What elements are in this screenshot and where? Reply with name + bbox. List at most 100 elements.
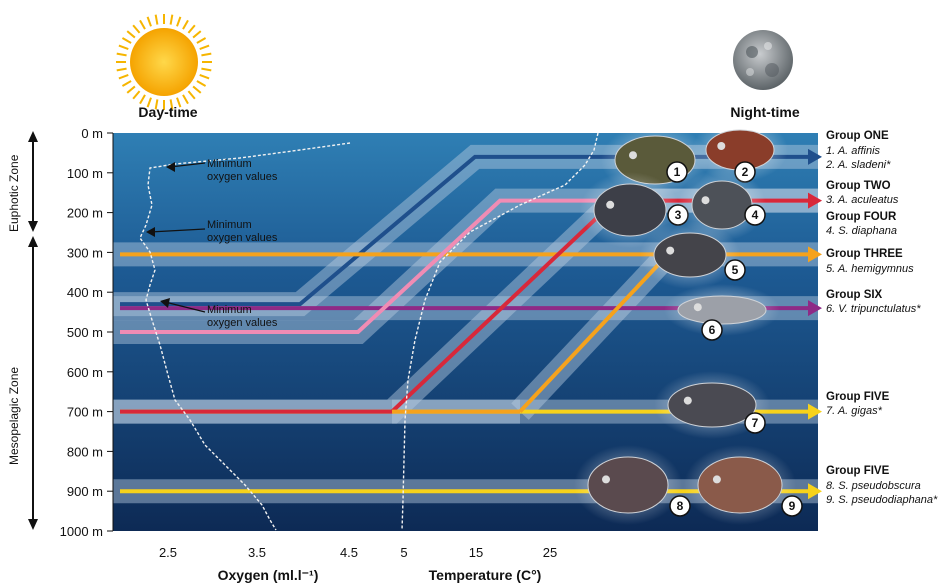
fish-number-badge <box>744 204 766 226</box>
legend-group-five-b: Group FIVE 8. S. pseudobscura 9. S. pseu… <box>826 465 938 506</box>
fish-number: 5 <box>732 263 739 277</box>
fish-number-badge <box>744 412 766 434</box>
depth-tick-label: 0 m <box>81 126 103 141</box>
svg-text:Group TWO: Group TWO <box>826 180 891 192</box>
svg-text:6. V. tripunctulatus*: 6. V. tripunctulatus* <box>826 303 921 315</box>
annotation-min-oxygen-3: Minimum oxygen values <box>160 298 278 329</box>
oxygen-profile-line <box>139 142 351 531</box>
fish-eye <box>717 142 726 150</box>
fish-images: 1 2 3 4 5 6 7 8 9 <box>574 118 803 525</box>
migration-arrowhead <box>808 403 822 420</box>
hatchetfish-image <box>593 183 667 237</box>
hatchetfish-image <box>677 295 767 325</box>
svg-text:Group FOUR: Group FOUR <box>826 211 897 223</box>
svg-text:Temperature (C°): Temperature (C°) <box>429 567 542 583</box>
fish-number-badge <box>669 495 691 517</box>
mesopelagic-zone-arrow: Mesopelagic Zone <box>7 236 38 530</box>
depth-tick-label: 600 m <box>67 365 103 380</box>
legend-group-six: Group SIX 6. V. tripunctulatus* <box>826 289 921 315</box>
depth-tick-label: 500 m <box>67 325 103 340</box>
depth-tick-label: 900 m <box>67 484 103 499</box>
svg-text:4.5: 4.5 <box>340 545 358 560</box>
svg-text:9. S. pseudodiaphana*: 9. S. pseudodiaphana* <box>826 494 938 506</box>
fish-number-badge <box>666 161 688 183</box>
annotation-min-oxygen-2: Minimum oxygen values <box>146 219 278 244</box>
fish-number: 3 <box>675 208 682 222</box>
svg-text:3. A. aculeatus: 3. A. aculeatus <box>826 194 899 206</box>
fish-eye <box>701 196 710 205</box>
depth-tick-label: 800 m <box>67 444 103 459</box>
hatchetfish-image <box>667 382 757 428</box>
group-legend: Group ONE 1. A. affinis 2. A. sladeni* G… <box>825 130 938 506</box>
hatchetfish-image <box>653 232 727 278</box>
svg-text:Minimum: Minimum <box>207 304 252 316</box>
depth-tick-label: 200 m <box>67 206 103 221</box>
fish-eye <box>629 151 637 160</box>
depth-axis: 0 m 100 m 200 m 300 m 400 m 500 m 600 m 700 m 80… <box>60 126 114 539</box>
svg-text:Minimum: Minimum <box>207 158 252 170</box>
svg-text:5: 5 <box>400 545 407 560</box>
depth-tick-label: 700 m <box>67 405 103 420</box>
fish-number-badge <box>724 259 746 281</box>
night-label: Night-time <box>730 104 799 120</box>
sun-icon <box>116 14 212 110</box>
oxygen-axis: 2.5 3.5 4.5 Oxygen (ml.l⁻¹) <box>159 545 358 583</box>
fish-eye <box>712 475 721 484</box>
svg-text:Euphotic Zone: Euphotic Zone <box>7 154 21 232</box>
migration-arrowhead <box>808 148 822 165</box>
svg-text:Group FIVE: Group FIVE <box>826 391 890 403</box>
fish-eye <box>666 246 675 255</box>
svg-text:8. S. pseudobscura: 8. S. pseudobscura <box>826 480 921 492</box>
svg-text:2.5: 2.5 <box>159 545 177 560</box>
fish-eye <box>693 303 702 312</box>
fish-eye <box>606 200 615 209</box>
fish-number: 9 <box>789 499 796 513</box>
fish-number-badge <box>781 495 803 517</box>
depth-tick-label: 100 m <box>67 166 103 181</box>
annotation-min-oxygen-1: Minimum oxygen values <box>166 158 278 183</box>
depth-tick-label: 1000 m <box>60 524 103 539</box>
svg-text:Oxygen (ml.l⁻¹): Oxygen (ml.l⁻¹) <box>218 567 319 583</box>
svg-text:Group ONE: Group ONE <box>826 130 889 142</box>
fish-number: 2 <box>742 165 749 179</box>
hatchetfish-image <box>587 456 669 514</box>
fish-number: 8 <box>677 499 684 513</box>
svg-text:Mesopelagic Zone: Mesopelagic Zone <box>7 367 21 465</box>
migration-arrowhead <box>808 192 822 209</box>
moon-icon <box>733 30 793 90</box>
depth-tick-label: 300 m <box>67 245 103 260</box>
hatchetfish-image <box>697 456 783 514</box>
fish-eye <box>683 396 692 405</box>
hatchetfish-image <box>691 180 753 230</box>
svg-text:Group THREE: Group THREE <box>826 248 903 260</box>
migration-line <box>518 253 670 413</box>
svg-text:2. A. sladeni*: 2. A. sladeni* <box>825 159 891 171</box>
svg-text:15: 15 <box>469 545 483 560</box>
svg-text:1. A. affinis: 1. A. affinis <box>826 145 881 157</box>
svg-text:oxygen values: oxygen values <box>207 232 278 244</box>
migration-arrowhead <box>808 300 822 317</box>
svg-text:25: 25 <box>543 545 557 560</box>
fish-number: 6 <box>709 323 716 337</box>
euphotic-zone-arrow: Euphotic Zone <box>7 131 38 232</box>
svg-text:3.5: 3.5 <box>248 545 266 560</box>
fish-number: 4 <box>752 208 759 222</box>
legend-group-one: Group ONE 1. A. affinis 2. A. sladeni* <box>825 130 891 171</box>
svg-text:oxygen values: oxygen values <box>207 317 278 329</box>
svg-text:7. A. gigas*: 7. A. gigas* <box>826 405 883 417</box>
svg-text:4. S. diaphana: 4. S. diaphana <box>826 225 897 237</box>
migration-arrowhead <box>808 483 822 500</box>
svg-text:5. A. hemigymnus: 5. A. hemigymnus <box>826 263 914 275</box>
svg-text:Minimum: Minimum <box>207 219 252 231</box>
svg-text:Group FIVE: Group FIVE <box>826 465 890 477</box>
legend-group-five-a: Group FIVE 7. A. gigas* <box>826 391 890 417</box>
svg-text:oxygen values: oxygen values <box>207 171 278 183</box>
day-label: Day-time <box>138 104 197 120</box>
legend-group-two: Group TWO 3. A. aculeatus <box>826 180 899 206</box>
depth-tick-label: 400 m <box>67 285 103 300</box>
fish-eye <box>602 475 610 484</box>
fish-number: 7 <box>752 416 759 430</box>
fish-number: 1 <box>674 165 681 179</box>
legend-group-four: Group FOUR 4. S. diaphana <box>826 211 897 237</box>
